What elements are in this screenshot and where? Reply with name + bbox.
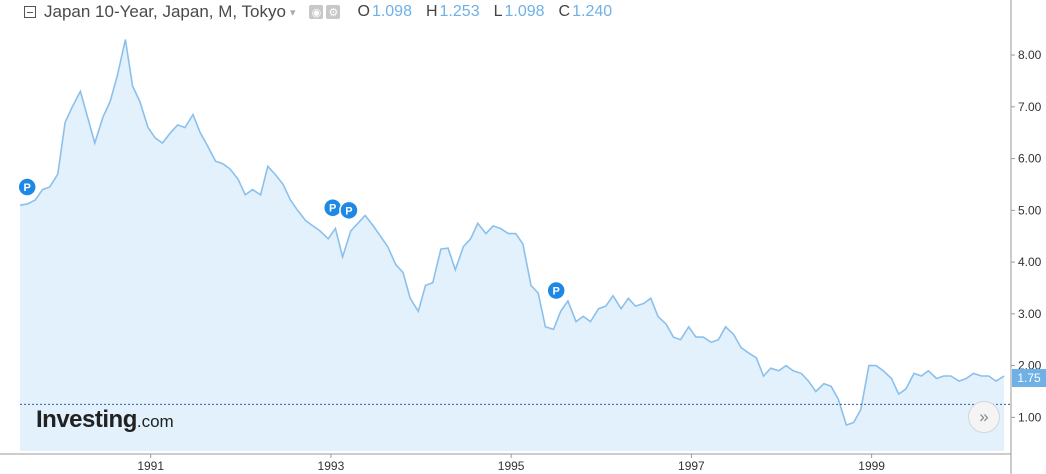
- chevron-down-icon[interactable]: ▾: [289, 6, 296, 19]
- marker-label: P: [345, 205, 352, 217]
- legend-bar: Japan 10-Year, Japan, M, Tokyo ▾ ◉ ⚙ O 1.…: [24, 0, 612, 24]
- marker-label: P: [553, 286, 560, 298]
- y-tick-label: 8.00: [1018, 48, 1042, 62]
- x-tick-label: 1993: [318, 459, 345, 473]
- area-fill: [20, 39, 1005, 451]
- event-marker[interactable]: P: [339, 200, 359, 221]
- event-marker[interactable]: P: [546, 280, 566, 301]
- ohlc-values: O 1.098 H 1.253 L 1.098 C 1.240: [357, 3, 612, 21]
- gear-icon[interactable]: ⚙: [326, 5, 341, 19]
- collapse-icon[interactable]: [24, 6, 36, 18]
- marker-label: P: [24, 182, 31, 194]
- marker-dot[interactable]: [546, 280, 566, 301]
- marker-label: P: [329, 203, 336, 215]
- series-line: [19, 39, 1005, 427]
- x-tick-label: 1995: [498, 459, 525, 473]
- ohlc-low: L 1.098: [493, 3, 545, 20]
- symbol-title[interactable]: Japan 10-Year, Japan, M, Tokyo: [44, 2, 286, 21]
- x-axis: 1991 1993 1995 1997 1999: [137, 454, 885, 473]
- x-tick-label: 1991: [137, 459, 164, 473]
- y-tick-label: 4.00: [1018, 255, 1042, 269]
- x-tick-label: 1997: [678, 459, 705, 473]
- price-area-series: [19, 39, 1005, 451]
- last-price-label: 1.75: [1012, 369, 1046, 387]
- event-markers[interactable]: PP PP: [17, 177, 566, 301]
- ohlc-high: H 1.253: [425, 3, 480, 20]
- y-tick-label: 5.00: [1018, 203, 1042, 217]
- investing-logo: Investing.com: [36, 406, 174, 433]
- event-marker[interactable]: P: [17, 177, 37, 197]
- y-axis: 1.002.003.004.005.006.007.008.00: [1011, 48, 1042, 424]
- x-tick-label: 1999: [858, 459, 885, 473]
- eye-icon[interactable]: ◉: [309, 5, 324, 19]
- chart-frame: [0, 0, 1012, 474]
- ohlc-close: C 1.240: [558, 3, 613, 20]
- y-tick-label: 6.00: [1018, 152, 1042, 166]
- y-tick-label: 1.00: [1018, 410, 1042, 424]
- marker-dot[interactable]: [17, 177, 37, 197]
- event-marker[interactable]: P: [322, 197, 343, 218]
- ohlc-open: O 1.098: [357, 3, 412, 20]
- scroll-to-latest-button[interactable]: »: [968, 401, 1000, 433]
- marker-dot[interactable]: [339, 200, 359, 221]
- y-tick-label: 7.00: [1018, 100, 1042, 114]
- y-tick-label: 3.00: [1018, 307, 1042, 321]
